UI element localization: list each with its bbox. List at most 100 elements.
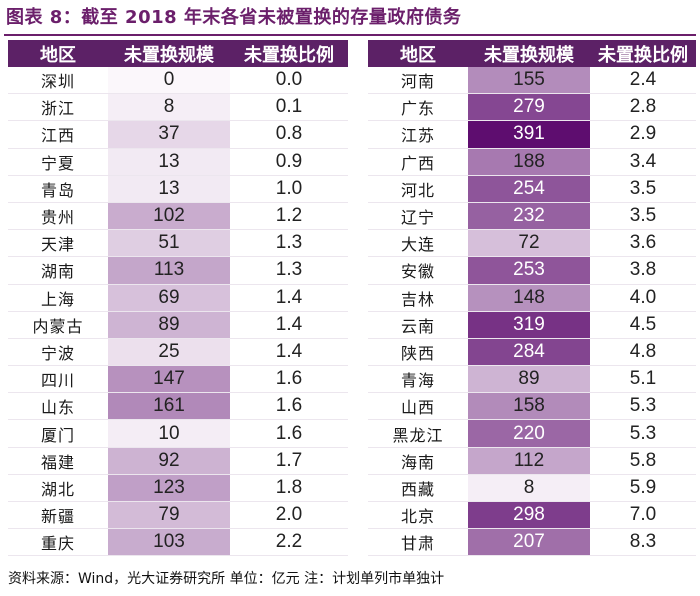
region-cell: 西藏 (368, 474, 468, 503)
table-row: 山东 161 1.6 (8, 392, 348, 421)
amount-cell: 102 (108, 202, 230, 231)
table-row: 黑龙江 220 5.3 (368, 419, 696, 448)
amount-cell: 69 (108, 284, 230, 312)
table-row: 宁夏 13 0.9 (8, 148, 348, 176)
region-cell: 吉林 (368, 284, 468, 312)
ratio-cell: 3.8 (590, 256, 696, 285)
amount-cell: 72 (468, 229, 590, 258)
region-cell: 陕西 (368, 338, 468, 367)
region-cell: 新疆 (8, 501, 108, 530)
amount-cell: 79 (108, 501, 230, 530)
table-row: 广西 188 3.4 (368, 148, 696, 176)
ratio-cell: 1.4 (230, 311, 348, 339)
region-cell: 黑龙江 (368, 419, 468, 448)
amount-cell: 89 (468, 365, 590, 394)
ratio-cell: 3.6 (590, 229, 696, 258)
region-cell: 宁夏 (8, 148, 108, 176)
region-cell: 青岛 (8, 175, 108, 203)
region-cell: 山西 (368, 392, 468, 421)
ratio-cell: 1.6 (230, 419, 348, 448)
ratio-cell: 1.3 (230, 229, 348, 258)
ratio-cell: 0.9 (230, 148, 348, 176)
region-cell: 云南 (368, 311, 468, 339)
amount-cell: 158 (468, 392, 590, 421)
ratio-cell: 8.3 (590, 528, 696, 557)
amount-cell: 284 (468, 338, 590, 367)
region-cell: 湖北 (8, 474, 108, 503)
ratio-cell: 1.4 (230, 338, 348, 367)
ratio-cell: 0.0 (230, 67, 348, 95)
table-row: 山西 158 5.3 (368, 392, 696, 421)
table-row: 贵州 102 1.2 (8, 202, 348, 231)
table-row: 青岛 13 1.0 (8, 175, 348, 203)
ratio-cell: 3.4 (590, 148, 696, 176)
table-row: 厦门 10 1.6 (8, 419, 348, 448)
header-ratio: 未置换比例 (590, 40, 696, 67)
left-header-row: 地区 未置换规模 未置换比例 (8, 40, 348, 67)
ratio-cell: 1.8 (230, 474, 348, 503)
header-amount: 未置换规模 (108, 40, 230, 67)
ratio-cell: 5.3 (590, 392, 696, 421)
amount-cell: 25 (108, 338, 230, 367)
region-cell: 福建 (8, 447, 108, 475)
header-ratio: 未置换比例 (230, 40, 348, 67)
table-row: 北京 298 7.0 (368, 501, 696, 530)
table-row: 甘肃 207 8.3 (368, 528, 696, 557)
table-row: 云南 319 4.5 (368, 311, 696, 339)
amount-cell: 232 (468, 202, 590, 231)
table-row: 大连 72 3.6 (368, 229, 696, 258)
region-cell: 江苏 (368, 120, 468, 149)
region-cell: 天津 (8, 229, 108, 258)
region-cell: 深圳 (8, 67, 108, 95)
ratio-cell: 3.5 (590, 202, 696, 231)
amount-cell: 279 (468, 93, 590, 122)
amount-cell: 220 (468, 419, 590, 448)
table-row: 宁波 25 1.4 (8, 338, 348, 367)
amount-cell: 148 (468, 284, 590, 312)
ratio-cell: 0.8 (230, 120, 348, 149)
amount-cell: 10 (108, 419, 230, 448)
table-row: 湖北 123 1.8 (8, 474, 348, 503)
region-cell: 重庆 (8, 528, 108, 557)
ratio-cell: 7.0 (590, 501, 696, 530)
region-cell: 大连 (368, 229, 468, 258)
region-cell: 广东 (368, 93, 468, 122)
ratio-cell: 2.0 (230, 501, 348, 530)
amount-cell: 112 (468, 447, 590, 475)
ratio-cell: 5.9 (590, 474, 696, 503)
region-cell: 四川 (8, 365, 108, 394)
region-cell: 湖南 (8, 256, 108, 285)
region-cell: 江西 (8, 120, 108, 149)
table-row: 安徽 253 3.8 (368, 256, 696, 285)
region-cell: 宁波 (8, 338, 108, 367)
amount-cell: 0 (108, 67, 230, 95)
ratio-cell: 5.1 (590, 365, 696, 394)
amount-cell: 123 (108, 474, 230, 503)
amount-cell: 8 (468, 474, 590, 503)
table-row: 河南 155 2.4 (368, 67, 696, 95)
ratio-cell: 5.8 (590, 447, 696, 475)
region-cell: 上海 (8, 284, 108, 312)
table-row: 西藏 8 5.9 (368, 474, 696, 503)
ratio-cell: 1.6 (230, 392, 348, 421)
amount-cell: 147 (108, 365, 230, 394)
region-cell: 山东 (8, 392, 108, 421)
ratio-cell: 1.3 (230, 256, 348, 285)
ratio-cell: 1.6 (230, 365, 348, 394)
table-row: 河北 254 3.5 (368, 175, 696, 203)
ratio-cell: 2.8 (590, 93, 696, 122)
table-row: 福建 92 1.7 (8, 447, 348, 475)
amount-cell: 92 (108, 447, 230, 475)
ratio-cell: 1.0 (230, 175, 348, 203)
region-cell: 青海 (368, 365, 468, 394)
region-cell: 河南 (368, 67, 468, 95)
table-row: 江西 37 0.8 (8, 120, 348, 149)
header-region: 地区 (8, 40, 108, 67)
table-row: 青海 89 5.1 (368, 365, 696, 394)
region-cell: 浙江 (8, 93, 108, 122)
amount-cell: 51 (108, 229, 230, 258)
right-header-row: 地区 未置换规模 未置换比例 (368, 40, 696, 67)
region-cell: 河北 (368, 175, 468, 203)
region-cell: 厦门 (8, 419, 108, 448)
table-row: 内蒙古 89 1.4 (8, 311, 348, 339)
